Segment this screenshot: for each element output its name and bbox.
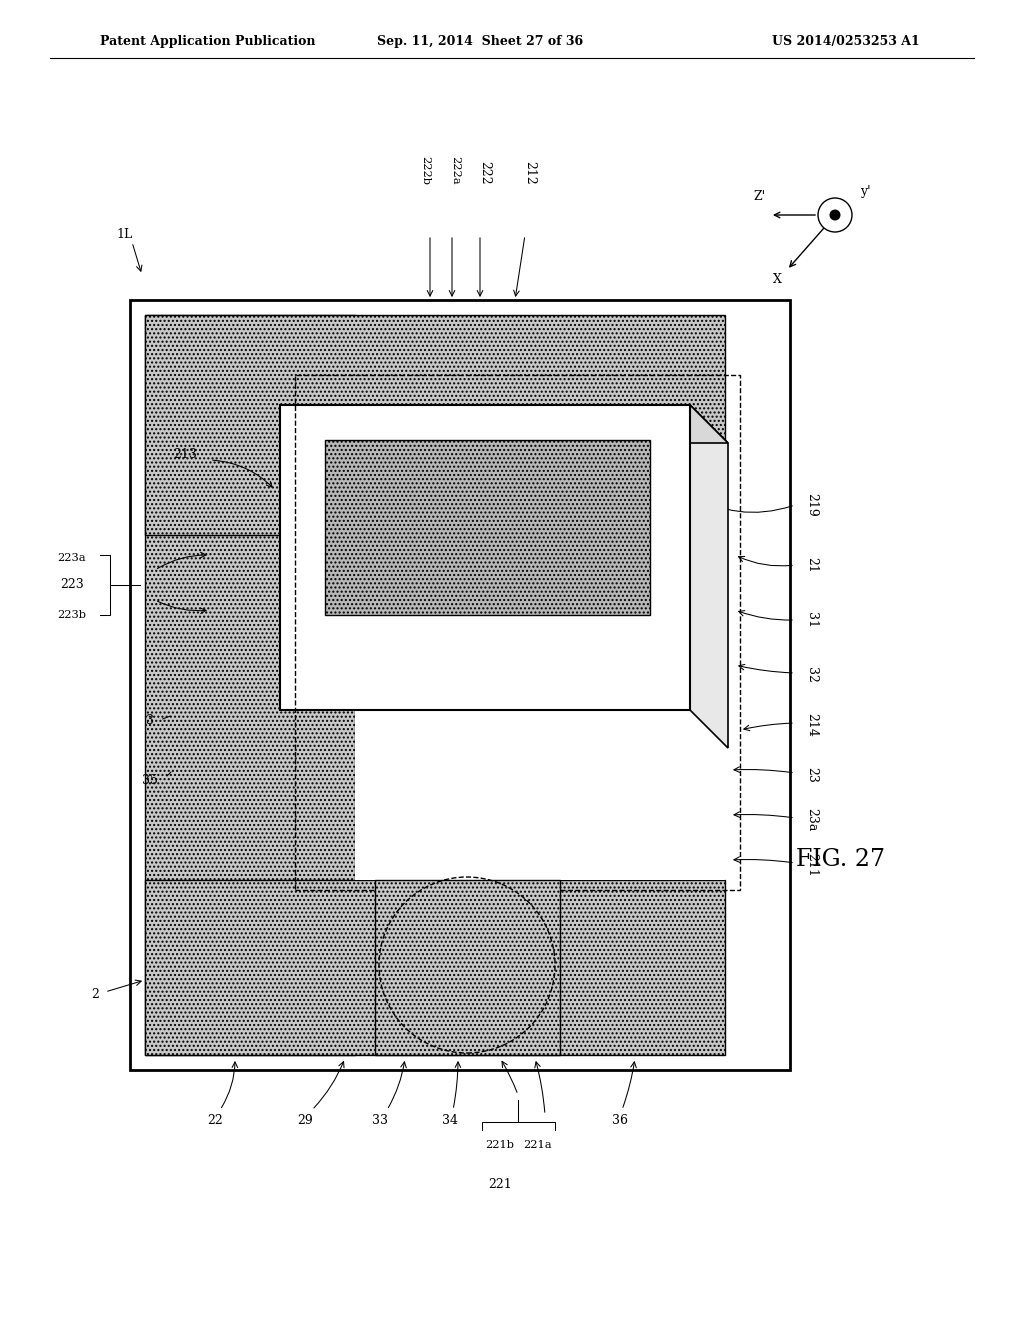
Text: X: X [773,273,782,286]
Text: 32: 32 [805,667,818,682]
Text: 221: 221 [488,1179,512,1192]
Text: Patent Application Publication: Patent Application Publication [100,36,315,48]
Text: 33: 33 [372,1114,388,1126]
Bar [325,440,650,615]
Polygon shape [690,405,728,748]
Bar [280,405,690,710]
Text: 222b: 222b [420,156,430,185]
Bar [355,535,725,880]
Text: 2: 2 [91,989,99,1002]
Text: US 2014/0253253 A1: US 2014/0253253 A1 [772,36,920,48]
Text: 1L: 1L [117,228,133,242]
Bar [145,315,725,535]
Text: y': y' [860,185,870,198]
Text: Z': Z' [753,190,765,203]
Text: Sep. 11, 2014  Sheet 27 of 36: Sep. 11, 2014 Sheet 27 of 36 [377,36,583,48]
Text: 212: 212 [523,161,537,185]
Circle shape [829,210,841,220]
Text: 221a: 221a [523,1140,552,1150]
Text: 222a: 222a [450,156,460,185]
Text: 222: 222 [478,161,492,185]
Text: 219: 219 [805,494,818,517]
Text: 36: 36 [612,1114,628,1126]
Bar [295,375,740,890]
Bar [145,880,725,1055]
Text: 213: 213 [173,449,197,462]
Text: 223b: 223b [57,610,86,620]
Text: 34: 34 [442,1114,458,1126]
Text: 214: 214 [805,713,818,737]
Text: 23: 23 [805,767,818,783]
Polygon shape [280,405,728,444]
Bar [375,880,560,1055]
Text: FIG. 27: FIG. 27 [796,849,885,871]
Text: 29: 29 [297,1114,313,1126]
Circle shape [818,198,852,232]
Text: 35: 35 [142,774,158,787]
Text: 31: 31 [805,612,818,628]
Text: 21: 21 [805,557,818,573]
Text: 23a: 23a [805,808,818,832]
Text: 3: 3 [146,714,154,726]
Text: 223a: 223a [57,553,86,564]
Text: 221b: 221b [485,1140,514,1150]
Text: 22: 22 [207,1114,223,1126]
Bar [130,300,790,1071]
Bar [145,315,355,1055]
Text: 211: 211 [805,853,818,876]
Text: 223: 223 [60,578,84,591]
